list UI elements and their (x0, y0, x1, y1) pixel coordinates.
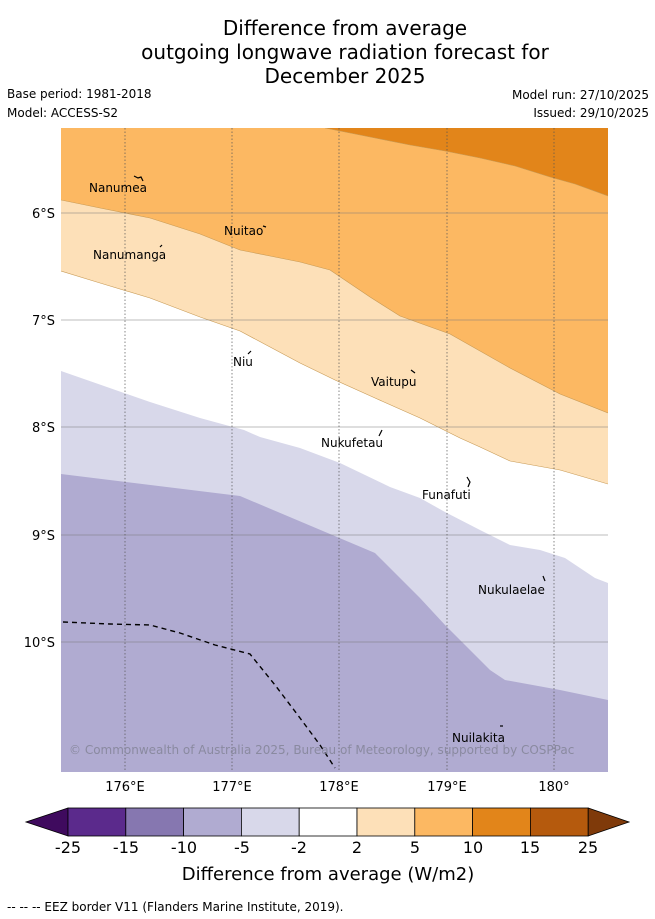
colorbar-swatch (125, 807, 185, 837)
lon-label: 177°E (212, 780, 252, 795)
island-mark-nanumanga (159, 244, 163, 248)
colorbar-tick-label: 10 (463, 838, 483, 857)
copyright-notice: © Commonwealth of Australia 2025, Bureau… (69, 743, 574, 757)
place-label-nukulaelae: Nukulaelae (478, 583, 545, 597)
colorbar-tick-label: -2 (291, 838, 307, 857)
lat-grid (61, 212, 608, 643)
title-line-3: December 2025 (264, 64, 426, 88)
contour-bands: Nanumea Nuitao Nanumanga Niu Vaitupu Nuk… (61, 128, 608, 772)
lat-label: 7°S (32, 314, 55, 329)
title-line-1: Difference from average (222, 16, 468, 40)
eez-border (62, 621, 336, 769)
band-10-15 (325, 128, 608, 196)
lon-label: 179°E (427, 780, 467, 795)
colorbar-swatch (67, 807, 127, 837)
lon-label: 180° (538, 780, 569, 795)
colorbar-extend-high (587, 807, 631, 837)
lat-label: 10°S (24, 636, 55, 651)
colorbar-tick-label: 5 (410, 838, 420, 857)
place-label-nanumea: Nanumea (89, 181, 147, 195)
colorbar-labels: -25 -15 -10 -5 -2 2 5 10 15 25 (55, 838, 598, 857)
model-name: Model: ACCESS-S2 (7, 106, 119, 120)
colorbar-tick-label: 25 (578, 838, 598, 857)
lon-label: 176°E (105, 780, 145, 795)
lat-labels: 6°S 7°S 8°S 9°S 10°S (24, 207, 55, 651)
place-label-nanumanga: Nanumanga (93, 248, 166, 262)
lon-labels: 176°E 177°E 178°E 179°E 180° (105, 780, 569, 795)
colorbar-swatch (298, 807, 358, 837)
island-mark-nanumea (133, 175, 144, 182)
contour-lines (61, 128, 608, 485)
colorbar-swatch (530, 807, 589, 837)
place-label-niu: Niu (233, 355, 253, 369)
island-mark-nukulaelae (542, 575, 546, 582)
eez-footnote: -- -- -- EEZ border V11 (Flanders Marine… (7, 900, 344, 914)
lat-label: 8°S (32, 421, 55, 436)
band-5-10 (61, 128, 608, 413)
colorbar-tick-label: 15 (520, 838, 540, 857)
colorbar-tick-label: -25 (55, 838, 81, 857)
colorbar-tick-label: 2 (352, 838, 362, 857)
island-mark-niu (247, 350, 252, 355)
island-mark-nukufetau (378, 429, 383, 437)
colorbar-extend-low (24, 807, 69, 837)
colorbar (24, 807, 631, 837)
island-mark-vaitupu (410, 369, 416, 374)
island-mark-nuitao (262, 225, 267, 228)
colorbar-swatch (356, 807, 416, 837)
colorbar-tick-label: -5 (234, 838, 250, 857)
title-line-2: outgoing longwave radiation forecast for (141, 40, 549, 64)
place-label-nuitao: Nuitao (224, 224, 263, 238)
lat-label: 6°S (32, 207, 55, 222)
colorbar-swatch (472, 807, 531, 837)
place-label-nukufetau: Nukufetau (321, 436, 383, 450)
lon-label: 178°E (319, 780, 359, 795)
lat-label: 9°S (32, 529, 55, 544)
colorbar-tick-label: -10 (171, 838, 197, 857)
colorbar-tick-label: -15 (113, 838, 139, 857)
island-markers (133, 175, 546, 727)
colorbar-swatch (240, 807, 300, 837)
place-label-nuilakita: Nuilakita (452, 731, 505, 745)
place-label-vaitupu: Vaitupu (371, 375, 417, 389)
colorbar-swatch (183, 807, 242, 837)
place-label-funafuti: Funafuti (422, 488, 471, 502)
issued-date: Issued: 29/10/2025 (533, 106, 649, 120)
chart-title: Difference from average outgoing longwav… (0, 16, 655, 88)
place-labels: Nanumea Nuitao Nanumanga Niu Vaitupu Nuk… (89, 181, 545, 745)
lon-grid (124, 128, 555, 772)
island-mark-funafuti (466, 476, 471, 488)
model-run: Model run: 27/10/2025 (511, 88, 649, 102)
colorbar-swatch (414, 807, 473, 837)
legend-title: Difference from average (W/m2) (182, 864, 474, 885)
base-period: Base period: 1981-2018 (7, 87, 152, 101)
